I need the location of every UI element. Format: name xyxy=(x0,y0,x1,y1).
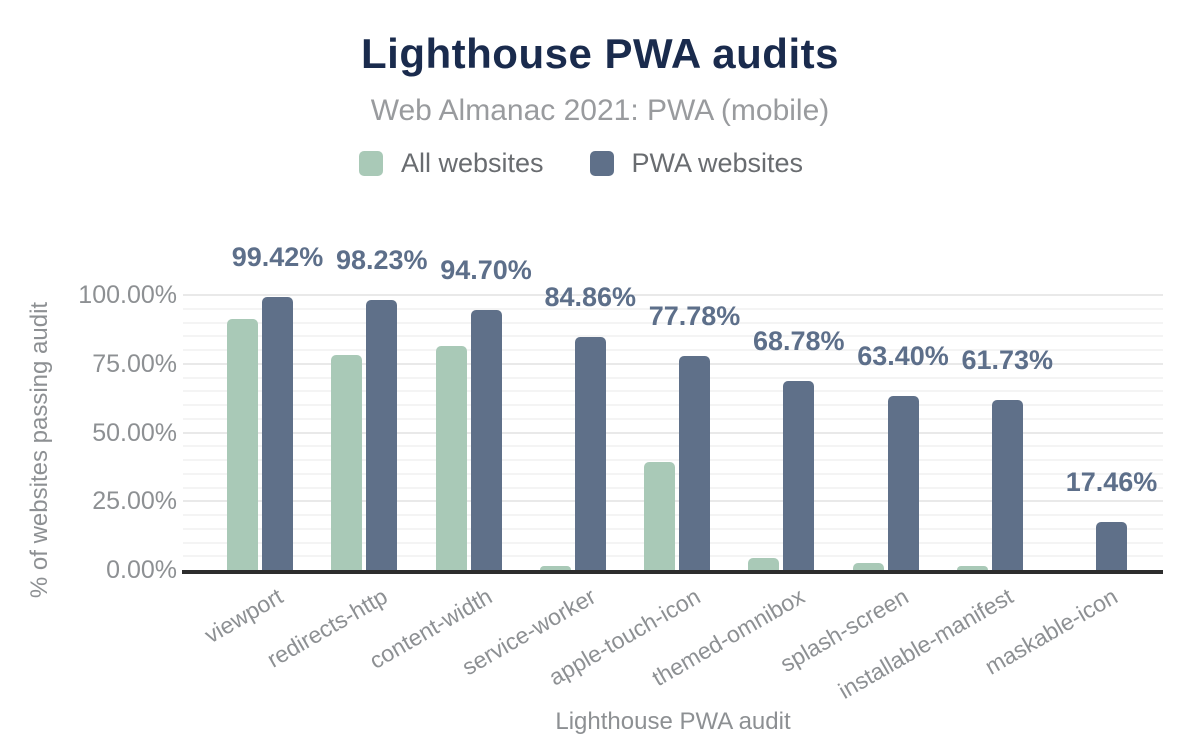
bar-pwa-websites-content-width[interactable] xyxy=(470,309,502,570)
legend: All websites PWA websites xyxy=(0,148,1181,179)
value-label-maskable-icon: 17.46% xyxy=(1065,466,1158,497)
x-axis-title: Lighthouse PWA audit xyxy=(555,708,791,735)
bar-all-websites-redirects-http[interactable] xyxy=(331,354,363,570)
gridline xyxy=(183,307,1163,310)
gridline xyxy=(183,459,1163,461)
bar-pwa-websites-apple-touch-icon[interactable] xyxy=(679,356,710,570)
legend-label: All websites xyxy=(400,148,544,178)
legend-item-all-websites[interactable]: All websites xyxy=(358,148,544,179)
bar-pwa-websites-viewport[interactable] xyxy=(262,296,293,570)
y-tick-label-75: 75.00% xyxy=(92,349,177,378)
legend-swatch-icon xyxy=(589,151,614,176)
y-tick-label-0: 0.00% xyxy=(106,556,177,584)
bar-all-websites-themed-omnibox[interactable] xyxy=(748,557,780,570)
gridline xyxy=(183,376,1163,379)
bar-all-websites-content-width[interactable] xyxy=(435,345,467,570)
bar-all-websites-apple-touch-icon[interactable] xyxy=(644,462,675,570)
legend-item-pwa-websites[interactable]: PWA websites xyxy=(589,148,804,179)
bar-pwa-websites-service-worker[interactable] xyxy=(574,336,606,570)
bar-all-websites-installable-manifest[interactable] xyxy=(956,566,988,570)
value-label-service-worker: 84.86% xyxy=(544,281,637,312)
value-label-content-width: 94.70% xyxy=(440,254,532,285)
x-tick-label-installable-manifest: installable-manifest xyxy=(833,582,1018,704)
value-label-themed-omnibox: 68.78% xyxy=(752,325,845,356)
plot-area xyxy=(183,294,1163,570)
value-label-splash-screen: 63.40% xyxy=(857,340,949,371)
bar-pwa-websites-maskable-icon[interactable] xyxy=(1096,522,1127,570)
y-tick-label-100: 100.00% xyxy=(78,281,177,309)
gridline xyxy=(183,362,1163,365)
bar-all-websites-splash-screen[interactable] xyxy=(852,563,884,570)
y-tick-label-25: 25.00% xyxy=(92,487,177,516)
gridline xyxy=(183,390,1163,393)
bar-all-websites-service-worker[interactable] xyxy=(539,565,571,570)
chart-subtitle: Web Almanac 2021: PWA (mobile) xyxy=(370,94,830,127)
x-tick-label-viewport: viewport xyxy=(200,582,288,649)
lighthouse-pwa-audits-chart: Lighthouse PWA audits Web Almanac 2021: … xyxy=(0,30,1200,742)
bar-pwa-websites-splash-screen[interactable] xyxy=(887,395,919,570)
value-label-viewport: 99.42% xyxy=(231,241,324,272)
bar-pwa-websites-themed-omnibox[interactable] xyxy=(783,380,815,570)
gridline xyxy=(183,417,1163,420)
legend-label: PWA websites xyxy=(631,148,804,178)
gridline xyxy=(183,445,1163,448)
gridline xyxy=(183,349,1163,351)
bar-pwa-websites-installable-manifest[interactable] xyxy=(991,400,1023,570)
x-axis-line xyxy=(182,570,1163,574)
gridline xyxy=(183,335,1163,338)
bar-pwa-websites-redirects-http[interactable] xyxy=(366,299,398,570)
value-label-installable-manifest: 61.73% xyxy=(961,345,1054,376)
value-label-apple-touch-icon: 77.78% xyxy=(648,301,741,332)
gridline xyxy=(183,294,1163,296)
y-axis-title: % of websites passing audit xyxy=(26,301,53,599)
gridline xyxy=(183,404,1163,406)
bar-all-websites-viewport[interactable] xyxy=(227,319,258,570)
gridline xyxy=(183,431,1163,434)
gridline xyxy=(183,321,1163,324)
y-tick-label-50: 50.00% xyxy=(92,418,177,447)
chart-title: Lighthouse PWA audits xyxy=(361,30,839,77)
value-label-redirects-http: 98.23% xyxy=(335,244,428,275)
legend-swatch-icon xyxy=(358,151,383,176)
